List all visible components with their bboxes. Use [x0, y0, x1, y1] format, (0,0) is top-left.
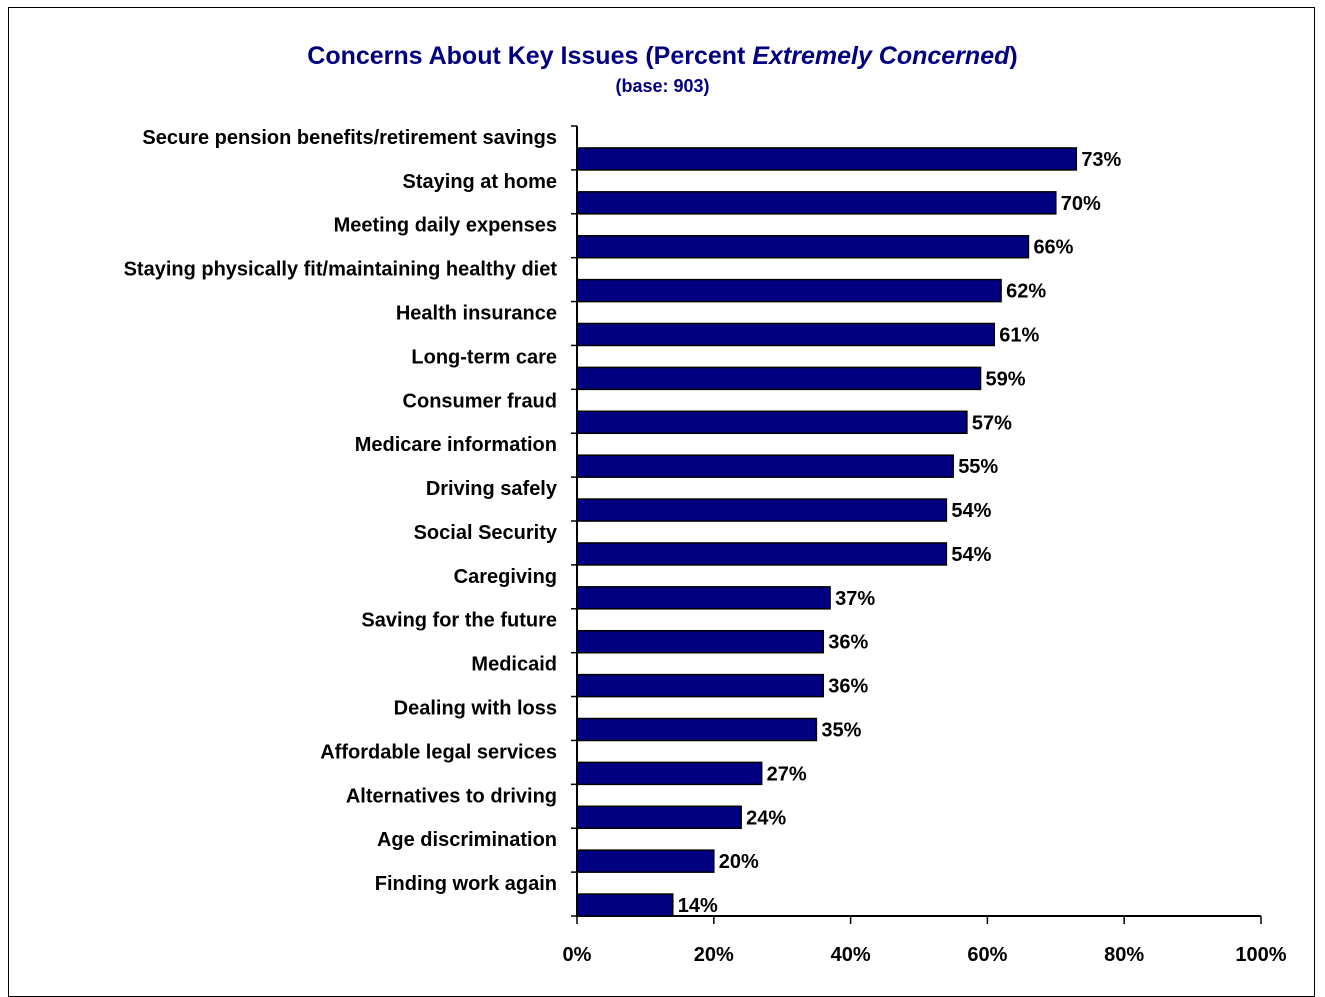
category-label: Long-term care — [411, 346, 557, 368]
value-label: 66% — [1033, 237, 1073, 259]
x-tick-label: 60% — [967, 944, 1007, 966]
bar — [576, 717, 818, 742]
bar — [576, 278, 1002, 303]
value-label: 54% — [951, 544, 991, 566]
bar — [576, 586, 831, 610]
x-tick-label: 80% — [1104, 944, 1144, 966]
category-label: Health insurance — [396, 303, 557, 325]
category-label: Saving for the future — [361, 610, 557, 632]
chart-title: Concerns About Key Issues (Percent Extre… — [0, 42, 1325, 71]
category-label: Affordable legal services — [320, 741, 557, 763]
category-label: Meeting daily expenses — [334, 215, 557, 237]
value-label: 14% — [678, 895, 718, 917]
bar — [576, 673, 824, 698]
bar — [576, 849, 715, 873]
value-label: 35% — [821, 720, 861, 742]
category-label: Staying at home — [403, 171, 557, 193]
category-label: Dealing with loss — [394, 698, 557, 720]
value-label: 24% — [746, 807, 786, 829]
category-label: Alternatives to driving — [346, 785, 557, 807]
bar — [576, 498, 948, 522]
category-label: Consumer fraud — [403, 390, 557, 412]
category-label: Finding work again — [375, 873, 557, 895]
bar — [576, 761, 763, 786]
value-label: 55% — [958, 456, 998, 478]
bar — [576, 147, 1078, 171]
bar — [576, 234, 1030, 259]
value-label: 62% — [1006, 281, 1046, 303]
category-label: Medicare information — [355, 434, 557, 456]
bar — [576, 893, 674, 917]
value-label: 59% — [986, 368, 1026, 390]
bar — [576, 805, 742, 830]
value-label: 57% — [972, 412, 1012, 434]
value-label: 27% — [767, 763, 807, 785]
bar — [576, 410, 968, 435]
value-label: 36% — [828, 632, 868, 654]
value-label: 70% — [1061, 193, 1101, 215]
x-tick-label: 0% — [563, 944, 592, 966]
chart-title-main: Concerns About Key Issues (Percent — [307, 42, 753, 70]
value-label: 20% — [719, 851, 759, 873]
bar — [576, 322, 995, 347]
value-label: 61% — [999, 325, 1039, 347]
chart-subtitle: (base: 903) — [615, 76, 710, 96]
category-label: Secure pension benefits/retirement savin… — [142, 127, 557, 149]
bar — [576, 542, 948, 566]
bar — [576, 191, 1057, 215]
category-label: Caregiving — [454, 566, 557, 588]
bar — [576, 366, 982, 391]
category-label: Driving safely — [426, 478, 558, 500]
category-label: Medicaid — [471, 654, 557, 676]
x-tick-label: 100% — [1235, 944, 1286, 966]
chart-title-italic: Extremely Concerned — [752, 42, 1010, 70]
chart-title-end: ) — [1009, 42, 1018, 70]
value-label: 37% — [835, 588, 875, 610]
bar — [576, 629, 824, 654]
x-tick-label: 20% — [694, 944, 734, 966]
value-label: 54% — [951, 500, 991, 522]
category-label: Staying physically fit/maintaining healt… — [124, 259, 558, 281]
category-label: Age discrimination — [377, 829, 557, 851]
value-label: 36% — [828, 676, 868, 698]
x-tick-label: 40% — [831, 944, 871, 966]
category-label: Social Security — [414, 522, 558, 544]
bar — [576, 454, 954, 478]
value-label: 73% — [1081, 149, 1121, 171]
